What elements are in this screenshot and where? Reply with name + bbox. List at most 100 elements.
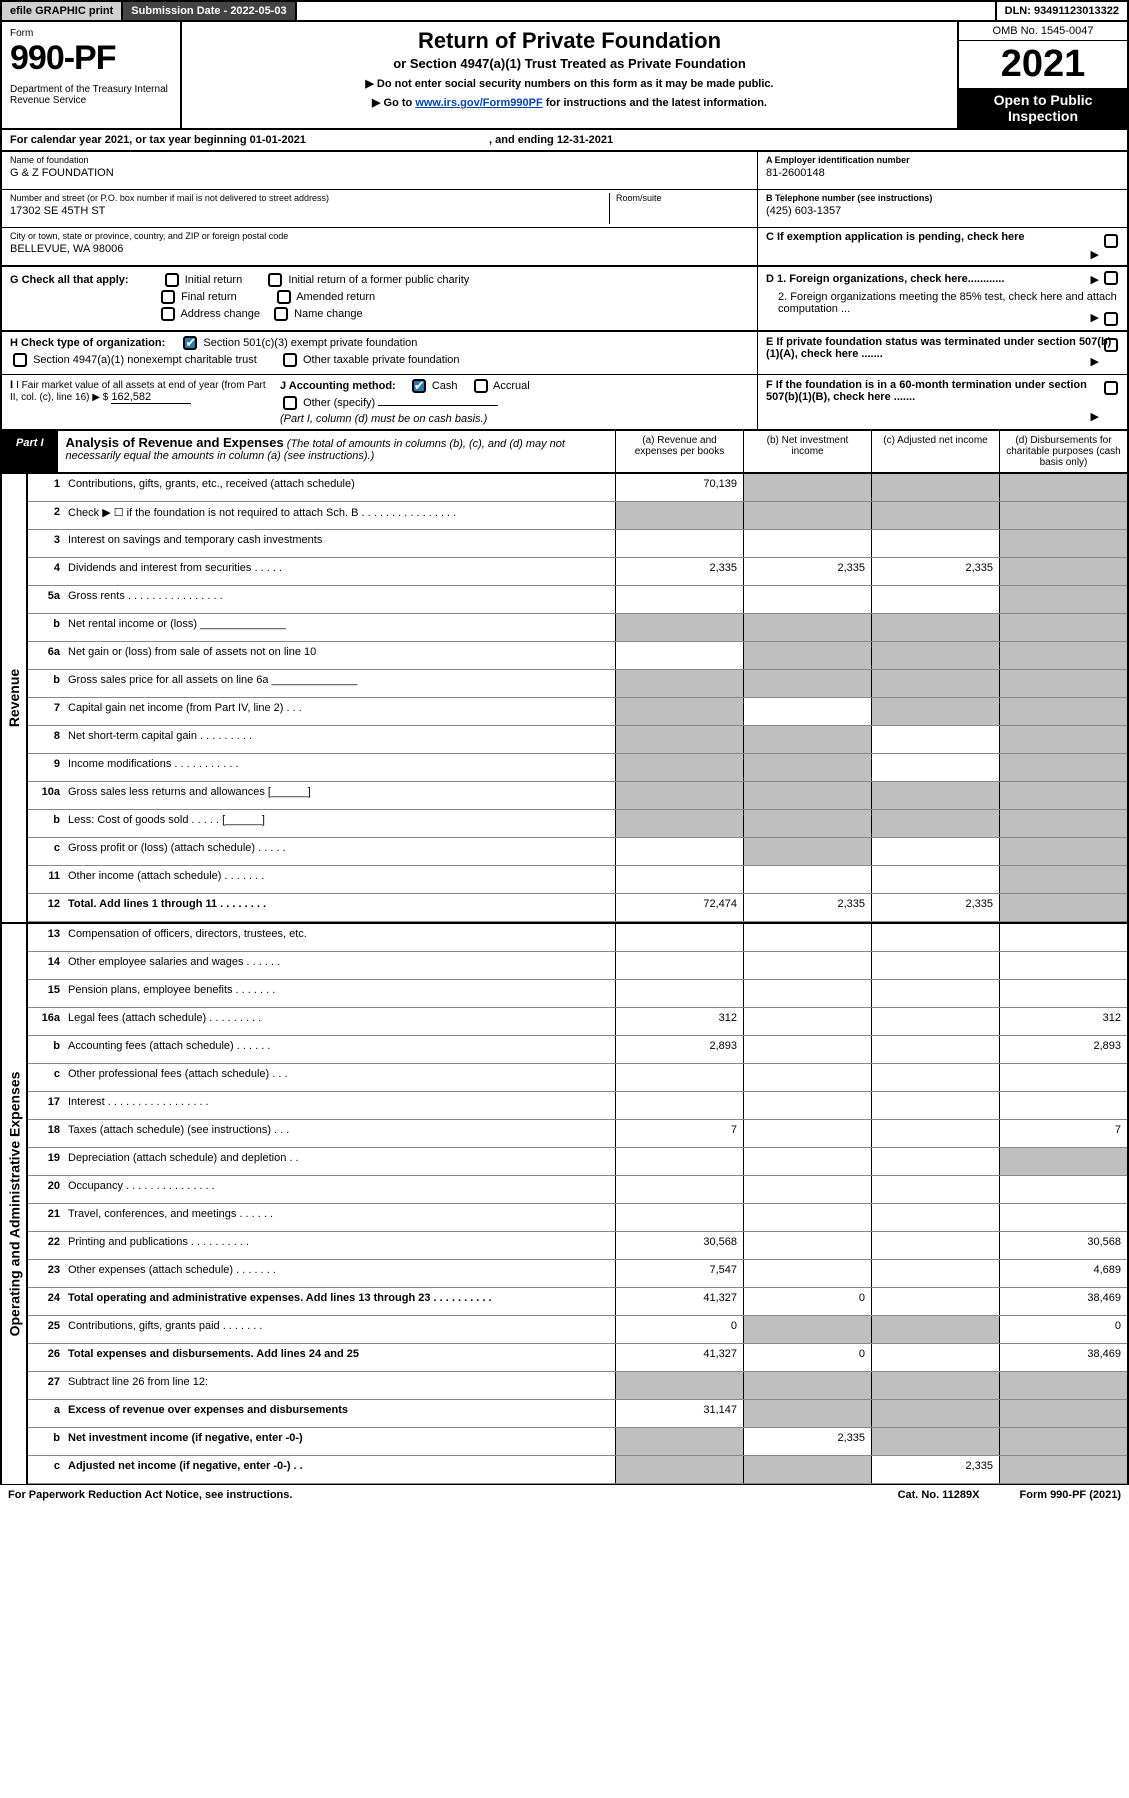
table-cell: 41,327	[615, 1344, 743, 1371]
i-fmv-value: 162,582	[111, 391, 191, 404]
table-cell	[615, 866, 743, 893]
line-description: Total operating and administrative expen…	[68, 1288, 615, 1315]
j-other-checkbox[interactable]	[283, 396, 297, 410]
table-cell	[615, 1456, 743, 1483]
f-checkbox[interactable]	[1104, 381, 1118, 395]
table-cell	[999, 474, 1127, 501]
line-description: Net gain or (loss) from sale of assets n…	[68, 642, 615, 669]
table-cell: 312	[615, 1008, 743, 1035]
line-number: 22	[28, 1232, 68, 1259]
g-address-checkbox[interactable]	[161, 307, 175, 321]
table-cell	[743, 1204, 871, 1231]
h-other-checkbox[interactable]	[283, 353, 297, 367]
j-cash-checkbox[interactable]	[412, 379, 426, 393]
table-row: 12Total. Add lines 1 through 11 . . . . …	[28, 894, 1127, 922]
table-cell	[871, 1400, 999, 1427]
table-row: 7Capital gain net income (from Part IV, …	[28, 698, 1127, 726]
table-row: 25Contributions, gifts, grants paid . . …	[28, 1316, 1127, 1344]
form-number: 990-PF	[10, 39, 172, 78]
c-checkbox[interactable]	[1104, 234, 1118, 248]
c-label: C If exemption application is pending, c…	[766, 231, 1025, 243]
line-number: 4	[28, 558, 68, 585]
h-4947-checkbox[interactable]	[13, 353, 27, 367]
h-opt-other: Other taxable private foundation	[303, 354, 460, 366]
table-row: bGross sales price for all assets on lin…	[28, 670, 1127, 698]
table-cell	[999, 670, 1127, 697]
h-block: H Check type of organization: Section 50…	[2, 332, 757, 374]
line-number: 26	[28, 1344, 68, 1371]
table-cell	[871, 866, 999, 893]
g-block: G Check all that apply: Initial return I…	[2, 267, 757, 330]
table-cell	[743, 952, 871, 979]
d1-checkbox[interactable]	[1104, 271, 1118, 285]
line-number: 21	[28, 1204, 68, 1231]
line-description: Contributions, gifts, grants paid . . . …	[68, 1316, 615, 1343]
e-checkbox[interactable]	[1104, 338, 1118, 352]
g-amended-checkbox[interactable]	[277, 290, 291, 304]
g-initial-return-checkbox[interactable]	[165, 273, 179, 287]
col-c-header: (c) Adjusted net income	[871, 431, 999, 472]
d2-checkbox[interactable]	[1104, 312, 1118, 326]
g-final-checkbox[interactable]	[161, 290, 175, 304]
table-cell	[743, 502, 871, 529]
line-description: Interest . . . . . . . . . . . . . . . .…	[68, 1092, 615, 1119]
table-cell	[871, 1148, 999, 1175]
g-name-checkbox[interactable]	[274, 307, 288, 321]
g-initial-former-checkbox[interactable]	[268, 273, 282, 287]
table-row: 20Occupancy . . . . . . . . . . . . . . …	[28, 1176, 1127, 1204]
c-exemption-box: C If exemption application is pending, c…	[758, 228, 1127, 266]
table-cell	[871, 1176, 999, 1203]
efile-print-button[interactable]: efile GRAPHIC print	[2, 2, 123, 20]
table-cell	[743, 1260, 871, 1287]
table-cell	[999, 980, 1127, 1007]
table-cell	[615, 810, 743, 837]
table-cell	[615, 642, 743, 669]
table-cell: 312	[999, 1008, 1127, 1035]
line-number: 17	[28, 1092, 68, 1119]
table-row: 1Contributions, gifts, grants, etc., rec…	[28, 474, 1127, 502]
table-cell: 2,335	[615, 558, 743, 585]
h-501c3-checkbox[interactable]	[183, 336, 197, 350]
table-cell	[999, 1372, 1127, 1399]
table-cell	[615, 980, 743, 1007]
table-cell: 38,469	[999, 1288, 1127, 1315]
line-description: Income modifications . . . . . . . . . .…	[68, 754, 615, 781]
city-box: City or town, state or province, country…	[2, 228, 757, 266]
city-label: City or town, state or province, country…	[10, 231, 749, 241]
table-row: 11Other income (attach schedule) . . . .…	[28, 866, 1127, 894]
table-cell	[871, 838, 999, 865]
table-cell	[743, 698, 871, 725]
line-description: Legal fees (attach schedule) . . . . . .…	[68, 1008, 615, 1035]
instructions-link[interactable]: www.irs.gov/Form990PF	[415, 97, 542, 109]
table-cell	[615, 924, 743, 951]
line-description: Subtract line 26 from line 12:	[68, 1372, 615, 1399]
table-row: bAccounting fees (attach schedule) . . .…	[28, 1036, 1127, 1064]
i-j-f-row: I I Fair market value of all assets at e…	[0, 375, 1129, 431]
table-row: 5aGross rents . . . . . . . . . . . . . …	[28, 586, 1127, 614]
foundation-name-box: Name of foundation G & Z FOUNDATION	[2, 152, 757, 190]
table-cell	[615, 502, 743, 529]
j-cash: Cash	[432, 380, 458, 392]
ein-label: A Employer identification number	[766, 155, 910, 165]
table-cell	[615, 1372, 743, 1399]
entity-block: Name of foundation G & Z FOUNDATION Numb…	[0, 152, 1129, 266]
table-cell	[999, 1204, 1127, 1231]
table-row: cAdjusted net income (if negative, enter…	[28, 1456, 1127, 1484]
j-accrual-checkbox[interactable]	[474, 379, 488, 393]
table-cell	[615, 530, 743, 557]
table-cell: 2,335	[871, 1456, 999, 1483]
form-label: Form	[10, 28, 172, 39]
line-number: 15	[28, 980, 68, 1007]
line-number: 16a	[28, 1008, 68, 1035]
address-box: Number and street (or P.O. box number if…	[2, 190, 757, 228]
table-cell	[743, 1316, 871, 1343]
ein-box: A Employer identification number 81-2600…	[758, 152, 1127, 190]
line-number: 20	[28, 1176, 68, 1203]
table-cell	[999, 502, 1127, 529]
line-number: 1	[28, 474, 68, 501]
table-row: 8Net short-term capital gain . . . . . .…	[28, 726, 1127, 754]
line-description: Check ▶ ☐ if the foundation is not requi…	[68, 502, 615, 529]
table-cell	[743, 1148, 871, 1175]
line-description: Total expenses and disbursements. Add li…	[68, 1344, 615, 1371]
line-description: Other income (attach schedule) . . . . .…	[68, 866, 615, 893]
